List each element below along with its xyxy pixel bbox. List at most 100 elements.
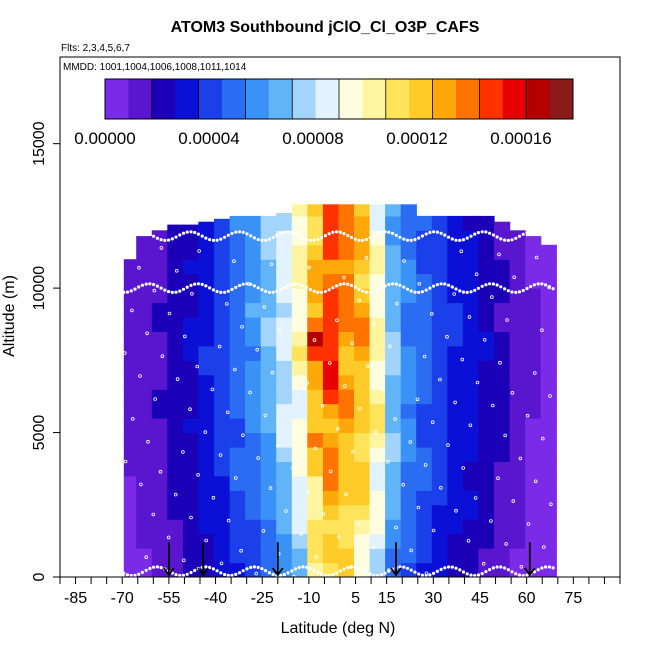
heatmap-cell [494,345,511,361]
heatmap-cell [182,331,200,347]
heatmap-cell [151,374,168,390]
flight-track-point [290,569,294,573]
flight-track-point [208,238,212,242]
heatmap-cell [182,533,200,549]
heatmap-cell [509,302,526,318]
flight-track-point [275,233,279,237]
flight-track-point [252,565,256,569]
heatmap-cell [540,244,557,260]
heatmap-cell [354,360,371,376]
flight-track-point [529,230,533,234]
profile-point [357,298,362,303]
heatmap-cell [385,389,402,405]
heatmap-cell [478,519,495,535]
heatmap-cell [214,418,231,434]
heatmap-cell [182,403,200,419]
heatmap-cell [167,259,184,275]
flight-track-point [361,289,365,293]
profile-point [496,476,500,481]
profile-point [211,495,216,500]
heatmap-cell [540,447,557,462]
profile-point [145,331,149,336]
flight-track-point [219,237,223,241]
heatmap-cell [416,403,433,419]
heatmap-cell [338,490,355,506]
flight-track-point [435,569,439,574]
heatmap-cell [509,244,526,260]
heatmap-cell [245,490,262,506]
flight-track-point [349,235,354,240]
flight-track-point [335,230,339,234]
heatmap-cell [338,447,355,462]
profile-point [395,301,399,306]
profile-point [422,354,427,359]
heatmap-cell [182,259,200,275]
heatmap-cell [369,302,386,318]
heatmap-cell [198,288,215,304]
heatmap-cell [167,418,184,434]
heatmap-cell [354,230,371,246]
flight-track-point [521,574,525,577]
flight-track-point [189,230,193,234]
heatmap-cell [369,360,386,376]
profile-point [371,545,376,550]
heatmap-cell [447,345,464,361]
profile-point [394,525,398,530]
heatmap-cell [123,418,140,434]
profile-point [431,528,436,533]
heatmap-cell [214,389,231,405]
heatmap-cell [291,548,308,564]
profile-point [284,285,289,290]
flight-track-point [529,284,533,289]
heatmap-cell [447,403,464,419]
heatmap-cell [167,389,184,405]
heatmap-cell [291,215,308,231]
flight-track-point [301,565,305,569]
profile-point [526,522,531,526]
y-axis-title: Altitude (m) [1,275,18,357]
flight-track-point [417,572,421,576]
heatmap-cell [229,447,246,462]
heatmap-cell [123,548,140,564]
heatmap-cell [369,432,386,448]
heatmap-cell [354,317,371,332]
heatmap-cell [198,447,215,462]
heatmap-cell [540,461,557,477]
heatmap-cell [369,259,386,275]
heatmap-cell [276,432,293,448]
heatmap-cell [525,345,542,361]
flight-track-point [264,238,268,242]
y-tick-label: 15000 [31,121,48,166]
heatmap-cell [291,432,308,448]
flight-track-point [521,288,525,293]
profile-point [262,305,267,309]
colorbar-tick-label: 0.00016 [490,129,551,148]
heatmap-cell [369,317,386,332]
flight-track-point [495,565,499,569]
heatmap-cell [354,490,371,506]
flight-track-point [181,287,186,291]
heatmap-cell [182,302,200,318]
heatmap-cell [338,288,355,304]
heatmap-cell [369,403,386,419]
heatmap-cell [478,302,495,318]
profile-point [146,439,150,444]
heatmap-cell [416,418,433,434]
heatmap-cell [400,403,417,419]
heatmap-cell [525,288,542,304]
heatmap-cell [525,360,542,376]
heatmap-cell [540,345,557,361]
heatmap-cell [167,504,184,520]
heatmap-cell [447,418,464,434]
heatmap-cell [123,389,140,405]
heatmap-cell [447,461,464,477]
heatmap-cell [260,403,277,419]
heatmap-cell [276,213,293,217]
heatmap-cell [167,302,184,318]
flight-track-point [316,570,320,575]
flight-track-point [140,283,144,287]
flight-track-point [484,230,488,234]
heatmap-cell [214,403,231,419]
flight-track-point [174,290,178,294]
flight-track-point [223,572,227,577]
